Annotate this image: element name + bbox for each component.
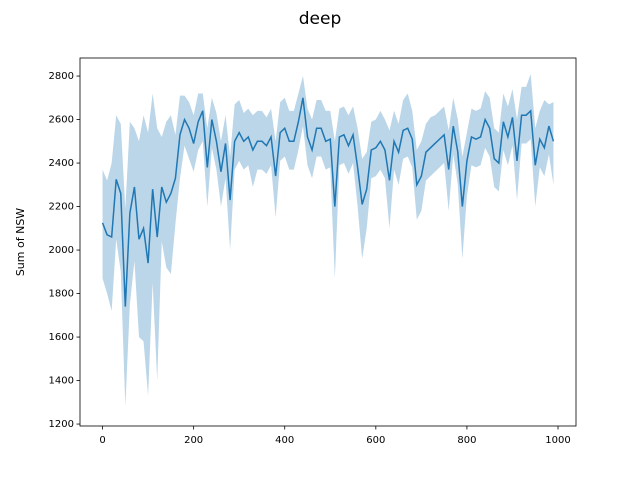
plot-frame	[79, 57, 577, 427]
x-tick-label: 0	[99, 435, 105, 446]
mean-line	[101, 97, 555, 307]
x-tick-label: 800	[457, 435, 476, 446]
y-tick-label: 1800	[49, 289, 74, 300]
y-tick-label: 2200	[49, 202, 74, 213]
chart-title: deep	[299, 9, 342, 29]
y-tick-label: 2000	[49, 245, 74, 256]
y-tick-label: 1400	[49, 376, 74, 387]
y-tick-label: 2400	[49, 158, 74, 169]
confidence-band	[102, 73, 554, 407]
y-axis-label: Sum of NSW	[14, 208, 27, 276]
y-tick-label: 2800	[49, 71, 74, 82]
y-tick-label: 2600	[49, 115, 74, 126]
y-tick-label: 1200	[49, 419, 74, 430]
x-tick-label: 600	[366, 435, 385, 446]
y-tick-label: 1600	[49, 332, 74, 343]
x-tick-label: 400	[275, 435, 294, 446]
x-tick-label: 1000	[545, 435, 570, 446]
x-tick-label: 200	[184, 435, 203, 446]
